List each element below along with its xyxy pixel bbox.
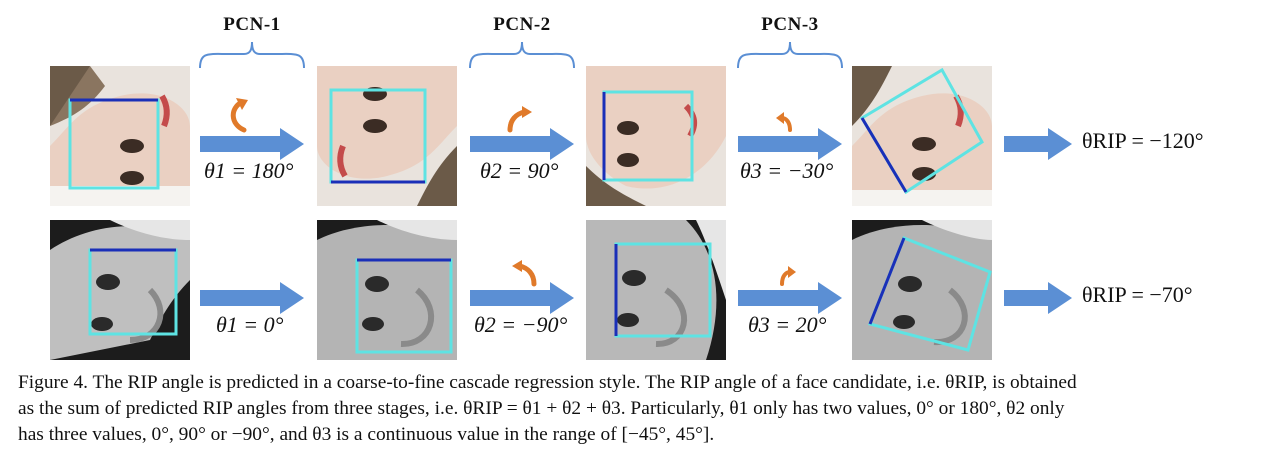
face-image-row1-stage1 [317, 66, 457, 206]
face-image-row1-stage0 [50, 66, 190, 206]
angle-label-row2-3: θ3 = 20° [748, 312, 827, 337]
result-label-row2: θRIP = −70° [1082, 282, 1193, 307]
stage-arrow-row2-3 [738, 282, 842, 314]
brace-pcn1 [199, 41, 305, 69]
brace-pcn3 [737, 41, 843, 69]
rotate-arrow-row1-3 [776, 112, 792, 132]
stage-arrow-row1-2 [470, 128, 574, 160]
angle-label-row1-1: θ1 = 180° [204, 158, 294, 183]
angle-label-row1-3: θ3 = −30° [740, 158, 834, 183]
rotate-arrow-row2-2 [512, 260, 537, 287]
face-image-row2-stage2 [586, 220, 726, 360]
caption-line-2: as the sum of predicted RIP angles from … [18, 398, 1065, 419]
face-image-row2-stage0 [50, 220, 190, 360]
result-label-row1: θRIP = −120° [1082, 128, 1204, 153]
rotate-arrow-row1-1 [230, 98, 248, 133]
stage-label-pcn3: PCN-3 [761, 14, 819, 35]
angle-label-row2-2: θ2 = −90° [474, 312, 568, 337]
face-image-row2-stage1 [317, 220, 457, 360]
face-image-row1-stage3 [852, 66, 992, 206]
result-arrow-row1 [1004, 128, 1072, 160]
angle-label-row1-2: θ2 = 90° [480, 158, 559, 183]
result-arrow-row2 [1004, 282, 1072, 314]
caption-line-3: has three values, 0°, 90° or −90°, and θ… [18, 424, 715, 445]
figure-caption: Figure 4. The RIP angle is predicted in … [18, 370, 1268, 448]
rotate-arrow-row1-2 [507, 106, 532, 133]
face-image-row2-stage3 [852, 220, 992, 360]
face-image-row1-stage2 [586, 66, 726, 206]
brace-pcn2 [469, 41, 575, 69]
rotate-arrow-row2-3 [780, 266, 796, 286]
stage-arrow-row2-1 [200, 282, 304, 314]
stage-label-pcn1: PCN-1 [223, 14, 281, 35]
caption-line-1: Figure 4. The RIP angle is predicted in … [18, 372, 1077, 393]
stage-label-pcn2: PCN-2 [493, 14, 551, 35]
stage-arrow-row2-2 [470, 282, 574, 314]
angle-label-row2-1: θ1 = 0° [216, 312, 284, 337]
stage-arrow-row1-1 [200, 128, 304, 160]
stage-arrow-row1-3 [738, 128, 842, 160]
